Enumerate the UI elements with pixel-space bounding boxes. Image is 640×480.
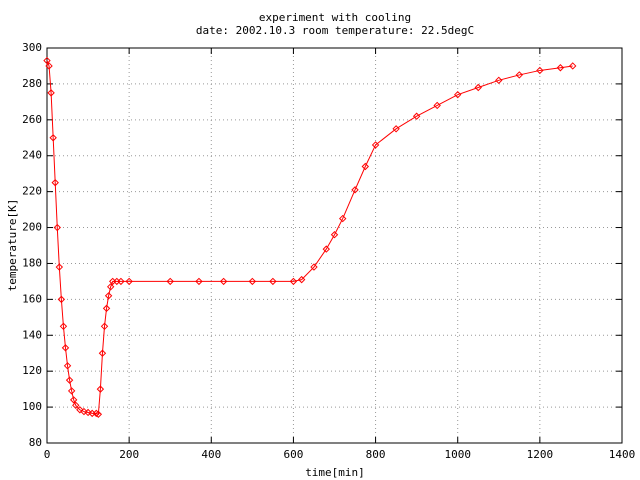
x-tick-label: 0 [44, 448, 51, 461]
y-tick-label: 200 [22, 221, 42, 234]
x-tick-label: 800 [366, 448, 386, 461]
data-point [98, 349, 107, 357]
data-point [53, 223, 61, 232]
y-tick-label: 120 [22, 364, 42, 377]
data-point [339, 214, 347, 223]
y-tick-label: 240 [22, 149, 42, 162]
data-point [88, 409, 96, 418]
data-point [495, 76, 503, 85]
x-tick-label: 200 [119, 448, 139, 461]
y-tick-label: 80 [29, 436, 42, 449]
chart-subtitle: date: 2002.10.3 room temperature: 22.5de… [196, 24, 474, 37]
chart-title: experiment with cooling [259, 11, 411, 24]
data-point [269, 277, 277, 286]
data-point [392, 125, 400, 133]
data-point [113, 277, 121, 286]
data-point [474, 83, 482, 92]
x-tick-label: 600 [283, 448, 303, 461]
data-point [109, 277, 117, 286]
y-tick-label: 260 [22, 113, 42, 126]
x-tick-label: 400 [201, 448, 221, 461]
data-point [51, 178, 59, 187]
data-point [45, 62, 53, 70]
data-point [454, 90, 462, 99]
y-axis-label: temperature[K] [6, 199, 19, 292]
data-point [371, 141, 380, 149]
data-point [556, 64, 565, 72]
data-point [433, 101, 441, 110]
y-tick-label: 140 [22, 328, 42, 341]
data-point [67, 387, 76, 395]
data-point [330, 231, 339, 239]
data-point [536, 66, 544, 75]
y-tick-label: 280 [22, 77, 42, 90]
data-point [166, 277, 174, 286]
data-point [94, 410, 103, 418]
y-tick-label: 160 [22, 292, 42, 305]
y-tick-label: 180 [22, 256, 42, 269]
data-point [84, 408, 92, 417]
data-point [297, 275, 306, 284]
data-point [65, 376, 74, 384]
data-point [49, 134, 57, 142]
data-point [412, 112, 421, 120]
data-point [195, 277, 203, 286]
data-point [351, 186, 359, 194]
data-point [100, 322, 109, 331]
x-tick-label: 1400 [609, 448, 636, 461]
data-point [80, 407, 88, 416]
data-point [92, 409, 100, 418]
data-point [515, 71, 524, 79]
data-point [361, 162, 370, 171]
data-point [289, 277, 298, 286]
data-point [47, 89, 55, 97]
y-tick-label: 100 [22, 400, 42, 413]
data-line [46, 60, 573, 416]
data-point [219, 277, 228, 286]
data-point [43, 56, 51, 65]
data-point [102, 304, 111, 313]
data-point [96, 385, 105, 393]
x-tick-label: 1000 [444, 448, 471, 461]
data-point [104, 292, 113, 300]
data-point [125, 277, 133, 286]
x-axis-label: time[min] [305, 466, 365, 479]
x-tick-label: 1200 [527, 448, 554, 461]
y-tick-label: 300 [22, 41, 42, 54]
y-tick-label: 220 [22, 185, 42, 198]
data-point [63, 362, 72, 370]
data-point [569, 62, 577, 70]
data-point [61, 344, 70, 352]
data-point [248, 277, 257, 286]
data-point [117, 277, 125, 286]
plot-border [46, 47, 623, 444]
data-point [72, 401, 80, 410]
data-point [69, 396, 78, 404]
data-point [106, 283, 115, 291]
data-point [310, 263, 318, 271]
data-point [322, 245, 330, 253]
data-point [57, 295, 66, 304]
data-point [59, 322, 68, 331]
data-point [55, 263, 64, 271]
